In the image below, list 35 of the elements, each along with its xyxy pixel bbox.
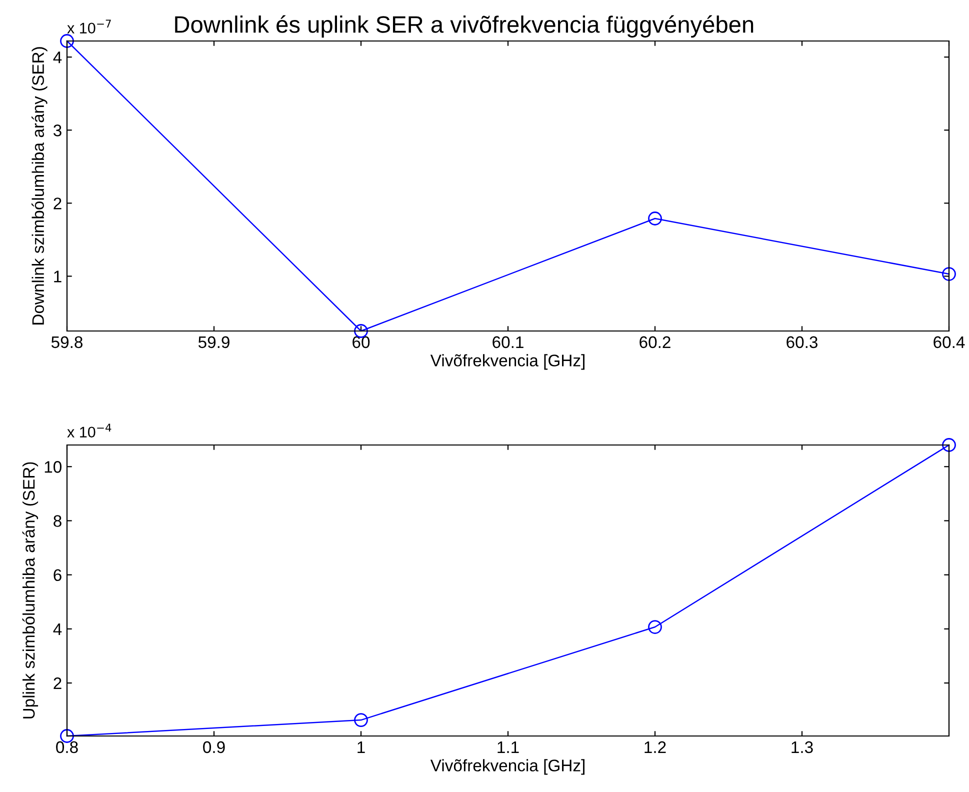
y-axis-title: Uplink szimbólumhiba arány (SER) [22, 462, 38, 718]
point [942, 438, 956, 452]
text: x 10$^{−4}$ [67, 424, 112, 438]
x-tick-label: 1 [358, 741, 365, 753]
y-tick-label: 4 [53, 52, 62, 64]
x-tick-label: 60.1 [492, 336, 524, 348]
x-tick-label: 60.2 [640, 336, 670, 348]
x-tick-label: 60 [352, 336, 370, 348]
y-tick-label: 2 [54, 198, 62, 210]
x-tick-label: 59.9 [198, 336, 230, 348]
point [942, 267, 956, 281]
chart-title: Downlink és uplink SER a vivõfrekvencia függvényében [175, 15, 754, 38]
x-axis-title: Vivõfrekvencia [GHz] [430, 354, 584, 370]
x-tick-label: 1.1 [498, 741, 519, 753]
x-tick-label: 1.2 [644, 741, 666, 753]
x-tick-label: 59.8 [51, 336, 82, 348]
text: x 10$^{−7}$ [67, 20, 111, 34]
y-tick-label: 1 [54, 270, 62, 282]
y-tick-label: 6 [54, 569, 62, 582]
y-tick-label: 2 [54, 677, 62, 690]
y-tick-label: 4 [53, 623, 62, 635]
x-axis-title: Vivõfrekvencia [GHz] [430, 759, 584, 775]
y-tick-label: 3 [54, 124, 62, 136]
x-tick-label: 0.8 [56, 741, 78, 754]
point [648, 212, 662, 226]
x-tick-label: 1.3 [792, 741, 813, 754]
y-axis-title: Downlink szimbólumhiba arány (SER) [32, 47, 48, 324]
point [648, 620, 662, 634]
y-tick-label: 10 [44, 461, 62, 473]
x-tick-label: 60.3 [786, 336, 818, 348]
x-tick-label: 60.4 [934, 336, 965, 348]
x-tick-label: 0.9 [203, 741, 225, 754]
y-tick-label: 8 [54, 515, 62, 527]
point [354, 713, 368, 727]
point [60, 34, 74, 48]
